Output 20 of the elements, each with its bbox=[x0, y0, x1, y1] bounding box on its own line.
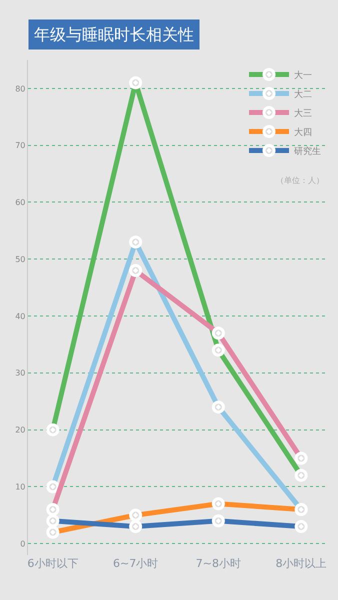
y-tick-label: 20 bbox=[15, 426, 26, 435]
annotation: （单位：人） bbox=[276, 176, 324, 185]
legend-label: 大二 bbox=[294, 89, 312, 100]
x-tick-label: 6小时以下 bbox=[27, 557, 78, 570]
y-tick-label: 40 bbox=[15, 312, 26, 321]
x-tick-label: 8小时以上 bbox=[276, 557, 327, 570]
legend-label: 大三 bbox=[294, 108, 312, 120]
legend-label: 研究生 bbox=[294, 146, 321, 158]
y-tick-label: 30 bbox=[15, 368, 26, 378]
y-tick-label: 80 bbox=[15, 84, 26, 94]
y-tick-label: 50 bbox=[15, 254, 26, 264]
chart-title: 年级与睡眠时长相关性 bbox=[34, 25, 194, 44]
y-tick-label: 0 bbox=[20, 539, 26, 548]
x-tick-label: 7~8小时 bbox=[196, 557, 241, 570]
y-tick-label: 70 bbox=[15, 141, 26, 150]
y-tick-label: 60 bbox=[15, 198, 26, 208]
legend-label: 大四 bbox=[294, 127, 312, 138]
legend-label: 大一 bbox=[294, 70, 312, 82]
y-tick-label: 10 bbox=[15, 482, 26, 492]
x-tick-label: 6~7小时 bbox=[113, 557, 158, 570]
